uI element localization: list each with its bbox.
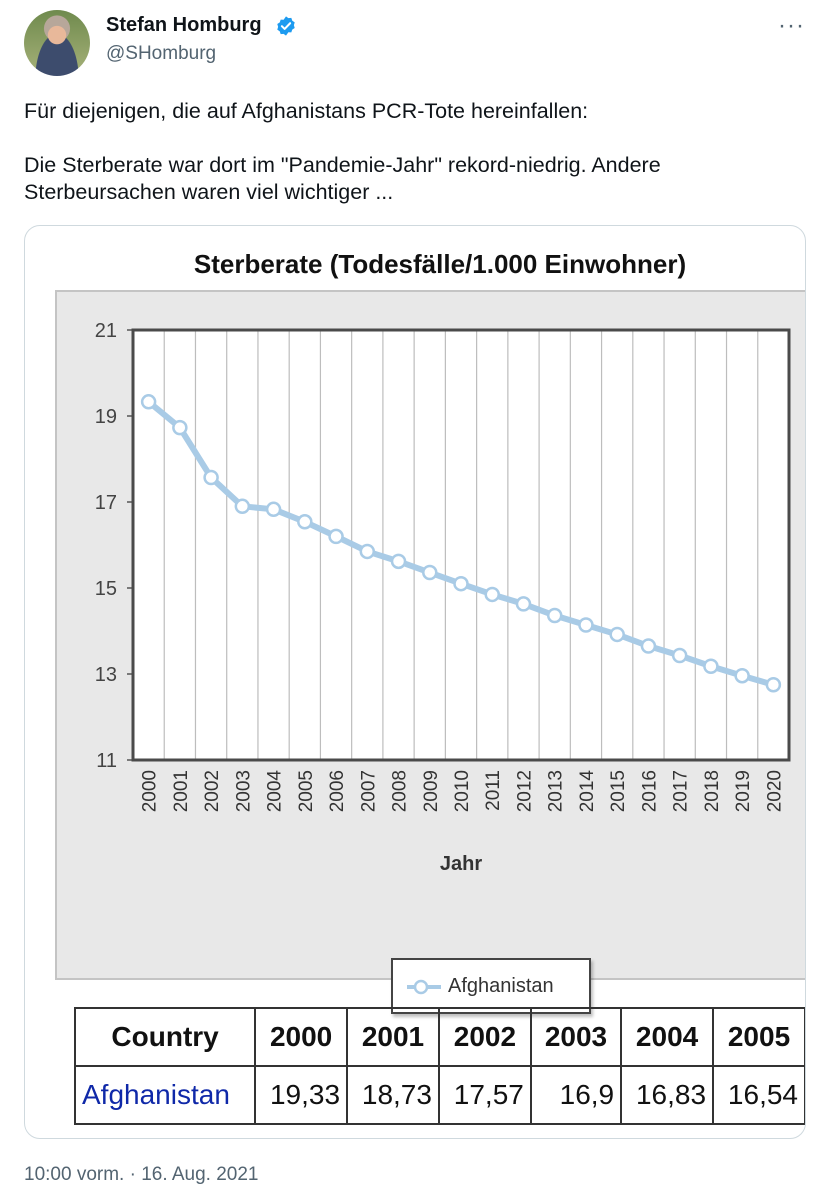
x-tick-label: 2009 [421,770,442,812]
table-cell: 16,9 [529,1065,623,1125]
table-header-year: 2004 [620,1007,715,1067]
x-tick-label: 2006 [327,770,348,812]
chart-legend: Afghanistan [391,958,591,1014]
table-header-year: 2003 [529,1007,623,1067]
x-tick-label: 2001 [171,770,192,812]
data-point [734,667,750,684]
author-name[interactable]: Stefan Homburg [106,14,262,36]
table-cell: 19,33 [254,1065,349,1125]
plot-area [133,330,789,760]
table-cell-country-link[interactable]: Afghanistan [73,1065,257,1125]
table-cell: 16,83 [620,1065,715,1125]
data-point [515,596,532,612]
y-tick-label: 13 [95,664,117,686]
x-tick-label: 2019 [733,770,754,812]
data-point [265,501,282,518]
x-tick-label: 2015 [608,770,629,812]
line-chart: 11 13 15 17 19 21 2000 2001 2002 2003 2004 2005 2006… [95,320,791,875]
data-point [484,586,500,603]
x-tick-label: 2013 [546,770,567,812]
tweet-line-1: Für diejenigen, die auf Afghanistans PCR… [24,99,589,123]
x-tick-label: 2008 [390,770,411,812]
x-tick-label: 2018 [702,770,723,812]
x-tick-label: 2003 [233,770,254,812]
data-point [203,469,219,486]
x-tick-label: 2005 [296,770,317,812]
data-point [546,607,563,624]
table-cell: 16,54 [712,1065,805,1125]
data-point [671,647,688,664]
plot-border [131,328,791,762]
x-tick-label: 2012 [514,770,535,812]
tweet-text: Für diejenigen, die auf Afghanistans PCR… [24,98,804,206]
x-tick-label: 2011 [483,770,504,811]
data-point [359,543,376,560]
table-header-year: 2005 [712,1007,805,1067]
data-point [703,658,719,675]
x-tick-label: 2017 [671,770,692,812]
tweet-timestamp[interactable]: 10:00 vorm. · 16. Aug. 2021 [24,1164,259,1185]
table-header-year: 2002 [437,1007,532,1067]
x-tick-label: 2004 [265,770,286,813]
table-cell: 17,57 [437,1065,532,1125]
y-tick-label: 21 [95,320,117,342]
table-row: Afghanistan 19,33 18,73 17,57 16,9 16,83… [73,1065,805,1125]
legend-marker-icon [407,979,441,995]
x-axis-label: Jahr [440,853,482,875]
avatar[interactable] [24,10,90,76]
data-point [609,626,625,643]
more-options-icon[interactable]: ··· [778,12,805,39]
y-tick-label: 11 [96,750,117,772]
data-point [453,575,469,592]
data-point [578,617,594,633]
chart-frame: 11 13 15 17 19 21 2000 2001 2002 2003 2004 2005 2006… [55,290,805,1014]
author-handle[interactable]: @SHomburg [106,43,217,64]
table-header-year: 2001 [346,1007,440,1067]
verified-badge-icon [277,16,295,36]
data-point [172,419,188,436]
x-tick-label: 2016 [639,770,660,812]
data-point [422,564,438,581]
data-point [328,528,344,545]
data-point [390,553,407,570]
x-tick-label: 2020 [764,770,785,812]
tweet-line-3: Sterbeursachen waren viel wichtiger ... [24,180,394,204]
data-point [640,638,657,654]
data-table: Country 2000 2001 2002 2003 2004 2005 Af… [73,1007,805,1125]
x-tick-label: 2010 [452,770,473,812]
y-tick-label: 15 [95,578,117,600]
table-cell: 18,73 [346,1065,440,1125]
x-tick-label: 2000 [140,770,161,812]
x-tick-label: 2007 [358,770,379,812]
data-point [765,677,782,693]
table-header-row: Country 2000 2001 2002 2003 2004 2005 [73,1007,805,1067]
data-point [140,394,157,410]
tweet-media[interactable]: Sterberate (Todesfälle/1.000 Einwohner) … [24,225,806,1139]
y-tick-label: 17 [95,492,117,514]
table-header-country: Country [73,1007,257,1067]
table-header-year: 2000 [254,1007,349,1067]
tweet-line-2: Die Sterberate war dort im "Pandemie-Jah… [24,153,661,177]
data-point [234,498,251,515]
data-point [297,514,313,530]
x-tick-label: 2002 [202,770,223,812]
x-tick-label: 2014 [577,770,598,813]
chart-title: Sterberate (Todesfälle/1.000 Einwohner) [193,249,687,279]
y-tick-label: 19 [95,406,117,428]
legend-label: Afghanistan [448,975,554,997]
